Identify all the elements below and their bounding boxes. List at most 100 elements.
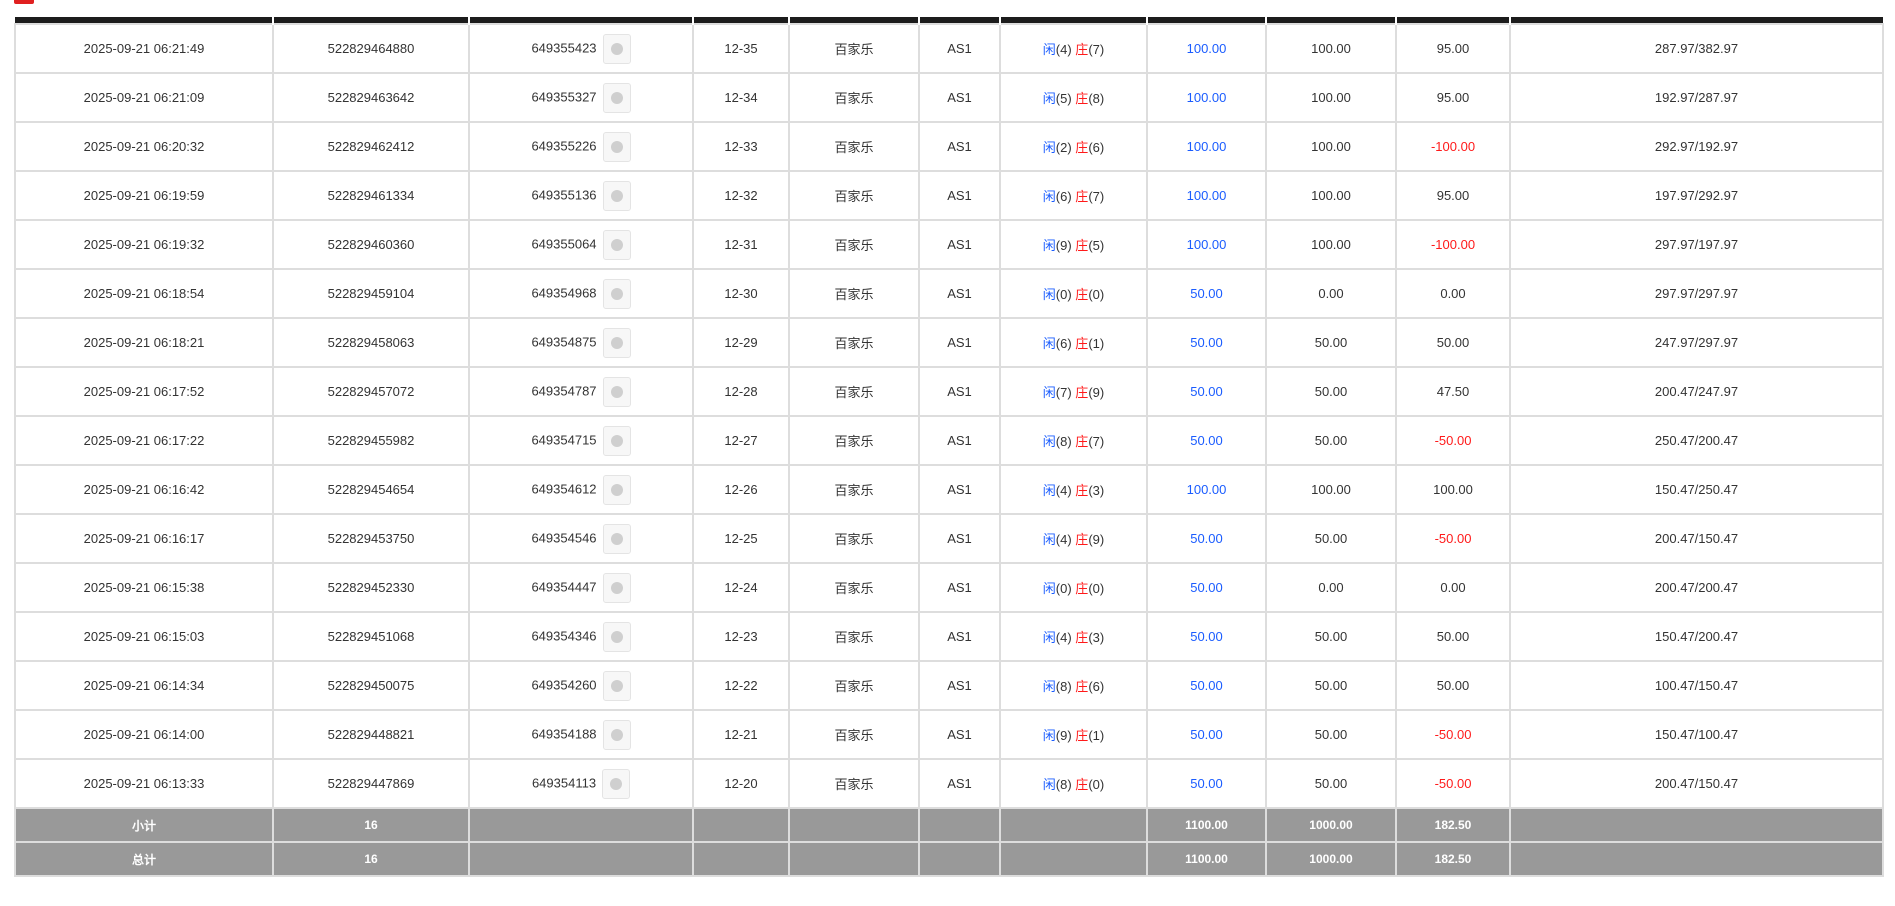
order-number: 522829453750	[272, 513, 470, 564]
win-loss: -50.00	[1395, 513, 1511, 564]
empty-cell	[1509, 841, 1884, 877]
video-replay-icon[interactable]	[602, 523, 631, 554]
valid-bet: 100.00	[1265, 464, 1397, 515]
round-number: 649354188	[468, 709, 694, 760]
subtotal-bet: 1100.00	[1146, 807, 1267, 843]
bet-time: 2025-09-21 06:19:59	[14, 170, 274, 221]
table-header	[15, 17, 1883, 24]
table-code: AS1	[918, 219, 1001, 270]
video-replay-icon[interactable]	[602, 425, 631, 456]
banker-points: 9	[1092, 532, 1100, 547]
banker-points: 7	[1092, 434, 1100, 449]
video-replay-icon[interactable]	[602, 229, 631, 260]
player-label: 闲	[1042, 238, 1056, 253]
game-type: 百家乐	[788, 170, 920, 221]
player-points: 6	[1060, 336, 1068, 351]
result: 闲(0) 庄(0)	[999, 562, 1148, 613]
bet-amount: 100.00	[1146, 170, 1267, 221]
round-id: 649354715	[531, 431, 597, 447]
banker-label: 庄	[1075, 434, 1089, 449]
bet-time: 2025-09-21 06:16:17	[14, 513, 274, 564]
shoe-number: 12-20	[692, 758, 790, 809]
result: 闲(9) 庄(5)	[999, 219, 1148, 270]
player-points: 8	[1060, 679, 1068, 694]
player-label: 闲	[1042, 91, 1056, 106]
video-replay-icon[interactable]	[602, 376, 631, 407]
result: 闲(6) 庄(1)	[999, 317, 1148, 368]
subtotal-valid: 1000.00	[1265, 807, 1397, 843]
balance-before-after: 200.47/247.97	[1509, 366, 1884, 417]
round-number: 649355423	[468, 23, 694, 74]
win-loss: 50.00	[1395, 317, 1511, 368]
round-number: 649354346	[468, 611, 694, 662]
round-id: 649354188	[531, 725, 597, 741]
video-replay-icon[interactable]	[602, 278, 631, 309]
player-points: 9	[1060, 728, 1068, 743]
video-replay-icon[interactable]	[602, 474, 631, 505]
round-number: 649354787	[468, 366, 694, 417]
empty-cell	[692, 841, 790, 877]
game-type: 百家乐	[788, 709, 920, 760]
video-replay-icon[interactable]	[602, 327, 631, 358]
result: 闲(8) 庄(7)	[999, 415, 1148, 466]
game-type: 百家乐	[788, 611, 920, 662]
result: 闲(4) 庄(7)	[999, 23, 1148, 74]
balance-before-after: 150.47/100.47	[1509, 709, 1884, 760]
win-loss: 95.00	[1395, 23, 1511, 74]
banker-points: 5	[1092, 238, 1100, 253]
banker-label: 庄	[1075, 42, 1089, 57]
order-number: 522829450075	[272, 660, 470, 711]
game-type: 百家乐	[788, 513, 920, 564]
video-replay-icon[interactable]	[602, 180, 631, 211]
order-number: 522829464880	[272, 23, 470, 74]
video-replay-icon[interactable]	[602, 768, 631, 799]
empty-cell	[999, 807, 1148, 843]
table-body: 2025-09-21 06:21:49 522829464880 649355423…	[14, 23, 1884, 809]
header-cell	[918, 17, 1000, 24]
video-replay-icon[interactable]	[602, 621, 631, 652]
video-replay-icon[interactable]	[602, 82, 631, 113]
bet-time: 2025-09-21 06:21:09	[14, 72, 274, 123]
player-label: 闲	[1042, 434, 1056, 449]
result: 闲(4) 庄(3)	[999, 611, 1148, 662]
video-replay-icon[interactable]	[602, 719, 631, 750]
balance-before-after: 292.97/192.97	[1509, 121, 1884, 172]
valid-bet: 100.00	[1265, 219, 1397, 270]
round-id: 649354346	[531, 627, 597, 643]
table-row: 2025-09-21 06:16:17 522829453750 649354546…	[14, 513, 1884, 564]
order-number: 522829448821	[272, 709, 470, 760]
bet-amount: 50.00	[1146, 268, 1267, 319]
game-type: 百家乐	[788, 758, 920, 809]
order-number: 522829461334	[272, 170, 470, 221]
order-number: 522829447869	[272, 758, 470, 809]
table-code: AS1	[918, 23, 1001, 74]
valid-bet: 0.00	[1265, 562, 1397, 613]
shoe-number: 12-25	[692, 513, 790, 564]
round-number: 649354447	[468, 562, 694, 613]
round-id: 649355064	[531, 235, 597, 251]
shoe-number: 12-26	[692, 464, 790, 515]
game-type: 百家乐	[788, 219, 920, 270]
video-replay-icon[interactable]	[602, 33, 631, 64]
shoe-number: 12-32	[692, 170, 790, 221]
video-replay-icon[interactable]	[602, 131, 631, 162]
banker-points: 6	[1092, 679, 1100, 694]
banker-points: 7	[1092, 42, 1100, 57]
video-replay-icon[interactable]	[602, 572, 631, 603]
result: 闲(4) 庄(3)	[999, 464, 1148, 515]
win-loss: 95.00	[1395, 170, 1511, 221]
empty-cell	[468, 807, 694, 843]
win-loss: 47.50	[1395, 366, 1511, 417]
empty-cell	[918, 807, 1001, 843]
table-code: AS1	[918, 513, 1001, 564]
order-number: 522829458063	[272, 317, 470, 368]
video-replay-icon[interactable]	[602, 670, 631, 701]
order-number: 522829460360	[272, 219, 470, 270]
table-code: AS1	[918, 72, 1001, 123]
win-loss: -100.00	[1395, 219, 1511, 270]
banker-label: 庄	[1075, 581, 1089, 596]
shoe-number: 12-22	[692, 660, 790, 711]
round-id: 649354612	[531, 480, 597, 496]
banker-points: 9	[1092, 385, 1100, 400]
table-row: 2025-09-21 06:15:38 522829452330 649354447…	[14, 562, 1884, 613]
